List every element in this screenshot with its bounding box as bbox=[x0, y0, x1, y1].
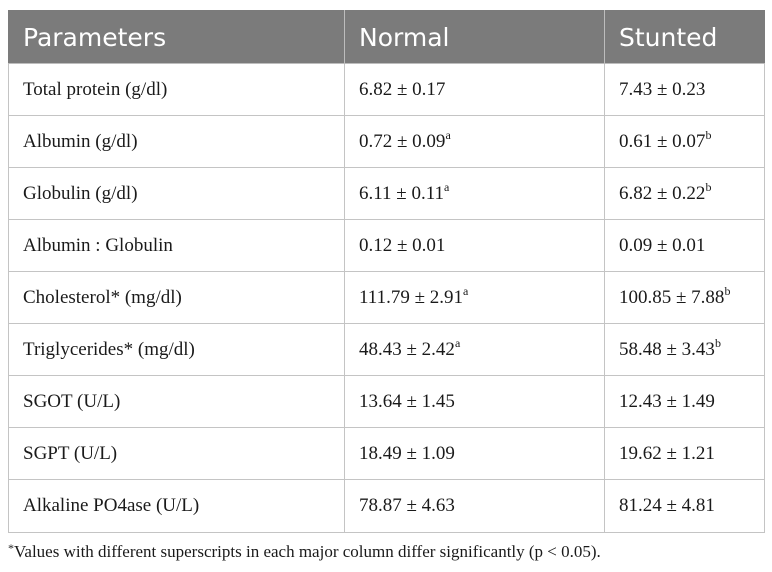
stunted-superscript: b bbox=[705, 179, 712, 194]
stunted-value: 0.61 ± 0.07 bbox=[619, 130, 706, 152]
header-normal: Normal bbox=[344, 10, 605, 64]
parameter-cell: Albumin : Globulin bbox=[8, 219, 345, 272]
stunted-superscript: b bbox=[714, 335, 721, 350]
stunted-cell: 0.61 ± 0.07b bbox=[604, 115, 765, 168]
stunted-cell: 7.43 ± 0.23 bbox=[604, 63, 765, 116]
stunted-superscript: b bbox=[705, 127, 712, 142]
normal-superscript: a bbox=[445, 127, 451, 142]
header-parameters: Parameters bbox=[8, 10, 345, 64]
normal-value: 48.43 ± 2.42 bbox=[359, 338, 455, 360]
stunted-value: 0.09 ± 0.01 bbox=[619, 234, 706, 256]
table-row: Alkaline PO4ase (U/L) 78.87 ± 4.63 81.24… bbox=[8, 479, 765, 533]
normal-value: 0.72 ± 0.09 bbox=[359, 130, 446, 152]
normal-value: 18.49 ± 1.09 bbox=[359, 442, 455, 464]
parameter-cell: Total protein (g/dl) bbox=[8, 63, 345, 116]
table-row: Globulin (g/dl) 6.11 ± 0.11a 6.82 ± 0.22… bbox=[8, 167, 765, 220]
stunted-cell: 6.82 ± 0.22b bbox=[604, 167, 765, 220]
stunted-superscript: b bbox=[724, 283, 731, 298]
parameter-cell: Cholesterol* (mg/dl) bbox=[8, 271, 345, 324]
normal-superscript: a bbox=[444, 179, 450, 194]
stunted-value: 6.82 ± 0.22 bbox=[619, 182, 706, 204]
table-row: Albumin : Globulin 0.12 ± 0.01 0.09 ± 0.… bbox=[8, 219, 765, 272]
stunted-cell: 100.85 ± 7.88b bbox=[604, 271, 765, 324]
header-row: Parameters Normal Stunted bbox=[8, 10, 765, 64]
stunted-cell: 19.62 ± 1.21 bbox=[604, 427, 765, 480]
stunted-cell: 0.09 ± 0.01 bbox=[604, 219, 765, 272]
table-row: Total protein (g/dl) 6.82 ± 0.17 7.43 ± … bbox=[8, 63, 765, 116]
normal-cell: 18.49 ± 1.09 bbox=[344, 427, 605, 480]
normal-cell: 0.12 ± 0.01 bbox=[344, 219, 605, 272]
normal-value: 78.87 ± 4.63 bbox=[359, 495, 455, 516]
stunted-cell: 81.24 ± 4.81 bbox=[604, 479, 765, 533]
normal-cell: 6.82 ± 0.17 bbox=[344, 63, 605, 116]
footnote-marker: * bbox=[8, 541, 14, 555]
table-body: Total protein (g/dl) 6.82 ± 0.17 7.43 ± … bbox=[8, 63, 765, 533]
stunted-value: 58.48 ± 3.43 bbox=[619, 338, 715, 360]
parameters-table: Parameters Normal Stunted Total protein … bbox=[8, 10, 765, 533]
normal-cell: 13.64 ± 1.45 bbox=[344, 375, 605, 428]
normal-superscript: a bbox=[463, 283, 469, 298]
stunted-value: 100.85 ± 7.88 bbox=[619, 286, 725, 308]
normal-cell: 6.11 ± 0.11a bbox=[344, 167, 605, 220]
normal-cell: 48.43 ± 2.42a bbox=[344, 323, 605, 376]
normal-value: 6.11 ± 0.11 bbox=[359, 182, 445, 204]
normal-value: 0.12 ± 0.01 bbox=[359, 234, 446, 256]
normal-cell: 0.72 ± 0.09a bbox=[344, 115, 605, 168]
footnote-text: Values with different superscripts in ea… bbox=[14, 542, 601, 561]
parameter-cell: Triglycerides* (mg/dl) bbox=[8, 323, 345, 376]
stunted-value: 81.24 ± 4.81 bbox=[619, 495, 715, 516]
normal-cell: 111.79 ± 2.91a bbox=[344, 271, 605, 324]
stunted-value: 12.43 ± 1.49 bbox=[619, 390, 715, 412]
parameter-cell: SGOT (U/L) bbox=[8, 375, 345, 428]
table-footnote: *Values with different superscripts in e… bbox=[8, 541, 601, 562]
table-row: SGPT (U/L) 18.49 ± 1.09 19.62 ± 1.21 bbox=[8, 427, 765, 480]
stunted-value: 19.62 ± 1.21 bbox=[619, 442, 715, 464]
table-header: Parameters Normal Stunted bbox=[8, 10, 765, 64]
table-row: Cholesterol* (mg/dl) 111.79 ± 2.91a 100.… bbox=[8, 271, 765, 324]
data-table-container: Parameters Normal Stunted Total protein … bbox=[8, 10, 765, 533]
table-row: Triglycerides* (mg/dl) 48.43 ± 2.42a 58.… bbox=[8, 323, 765, 376]
normal-cell: 78.87 ± 4.63 bbox=[344, 479, 605, 533]
stunted-cell: 58.48 ± 3.43b bbox=[604, 323, 765, 376]
table-row: SGOT (U/L) 13.64 ± 1.45 12.43 ± 1.49 bbox=[8, 375, 765, 428]
stunted-value: 7.43 ± 0.23 bbox=[619, 78, 706, 100]
table-row: Albumin (g/dl) 0.72 ± 0.09a 0.61 ± 0.07b bbox=[8, 115, 765, 168]
normal-value: 111.79 ± 2.91 bbox=[359, 286, 464, 308]
normal-value: 13.64 ± 1.45 bbox=[359, 390, 455, 412]
stunted-cell: 12.43 ± 1.49 bbox=[604, 375, 765, 428]
normal-value: 6.82 ± 0.17 bbox=[359, 78, 446, 100]
parameter-cell: Albumin (g/dl) bbox=[8, 115, 345, 168]
header-stunted: Stunted bbox=[604, 10, 765, 64]
parameter-cell: Alkaline PO4ase (U/L) bbox=[8, 479, 345, 533]
normal-superscript: a bbox=[454, 335, 461, 350]
parameter-cell: Globulin (g/dl) bbox=[8, 167, 345, 220]
parameter-cell: SGPT (U/L) bbox=[8, 427, 345, 480]
